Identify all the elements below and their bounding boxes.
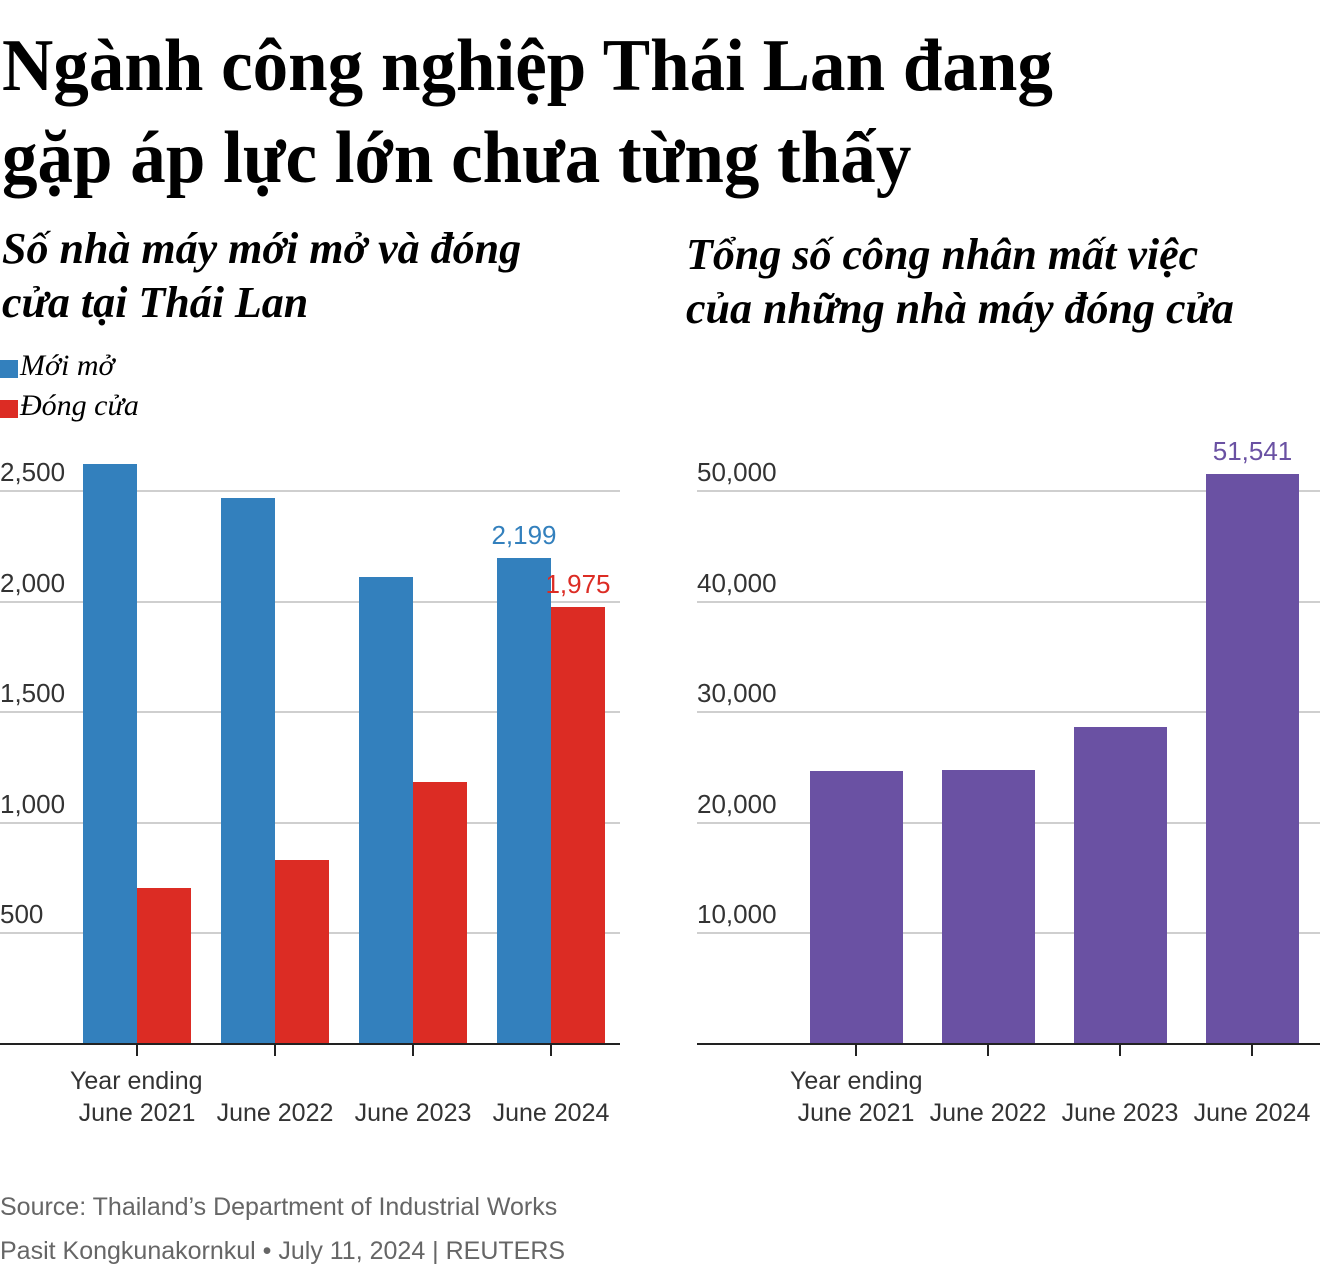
bar-new-june-2021: [83, 464, 137, 1044]
legend-swatch-new: [0, 360, 18, 378]
left-chart-title: Số nhà máy mới mở và đóng cửa tại Thái L…: [2, 222, 521, 330]
legend-swatch-closed: [0, 400, 18, 418]
right-chart-title-line-2: của những nhà máy đóng cửa: [686, 284, 1234, 333]
right-x-axis-note: Year ending: [790, 1067, 923, 1095]
bar-closed-june-2021: [137, 888, 191, 1044]
gridline: [0, 711, 620, 714]
bar-new-june-2024: [497, 557, 551, 1044]
page-title: Ngành công nghiệp Thái Lan đang gặp áp l…: [2, 20, 1250, 204]
y-tick-label: 1,000: [0, 788, 66, 819]
y-tick-label: 1,500: [0, 678, 66, 709]
x-tick-label: June 2022: [929, 1099, 1047, 1127]
credit-line: Pasit Kongkunakornkul • July 11, 2024 | …: [0, 1237, 566, 1265]
x-tick: [855, 1044, 857, 1056]
x-tick-label: June 2024: [492, 1099, 610, 1127]
x-tick: [136, 1044, 138, 1056]
x-tick: [550, 1044, 552, 1056]
bar-june-2023: [1074, 727, 1167, 1044]
bar-closed-june-2024: [551, 607, 605, 1044]
bar-closed-june-2023: [413, 782, 467, 1044]
legend-item-closed: Đóng cửa: [0, 386, 139, 426]
right-chart-title-line-1: Tổng số công nhân mất việc: [686, 230, 1199, 279]
legend-label-closed: Đóng cửa: [20, 389, 139, 422]
x-tick-label: June 2024: [1193, 1099, 1311, 1127]
x-tick-label: June 2021: [78, 1099, 196, 1127]
x-tick: [274, 1044, 276, 1056]
y-tick-label: 50,000: [697, 457, 777, 487]
title-line-1: Ngành công nghiệp Thái Lan đang: [2, 25, 1053, 107]
legend-item-new: Mới mở: [0, 346, 139, 386]
x-tick-label: June 2023: [354, 1099, 472, 1127]
value-label: 51,541: [1212, 435, 1293, 466]
bar-new-june-2022: [221, 498, 275, 1044]
left-chart-title-line-1: Số nhà máy mới mở và đóng: [2, 224, 522, 273]
source-note: Source: Thailand’s Department of Industr…: [0, 1193, 558, 1221]
gridline: [697, 711, 1320, 714]
bar-june-2024: [1206, 473, 1299, 1044]
left-chart-legend: Mới mở Đóng cửa: [0, 346, 139, 426]
left-chart-title-line-2: cửa tại Thái Lan: [2, 278, 309, 327]
value-label: 2,199: [491, 519, 557, 550]
right-chart-title: Tổng số công nhân mất việc của những nhà…: [686, 228, 1234, 336]
left-x-axis-note: Year ending: [70, 1067, 203, 1095]
y-tick-label: 20,000: [697, 788, 777, 819]
x-tick-label: June 2023: [1061, 1099, 1179, 1127]
x-axis-line: [0, 1043, 620, 1045]
x-tick-label: June 2022: [216, 1099, 334, 1127]
x-tick: [412, 1044, 414, 1056]
y-tick-label: 10,000: [697, 899, 777, 930]
gridline: [697, 600, 1320, 603]
x-tick: [1251, 1044, 1253, 1056]
gridline: [0, 600, 620, 603]
bar-june-2022: [942, 770, 1035, 1044]
x-tick: [987, 1044, 989, 1056]
gridline: [0, 821, 620, 824]
gridline: [697, 490, 1320, 492]
workers-bar-chart: Year ending 10,000 20,000 30,000 40,000 50,0…: [697, 435, 1320, 1127]
x-tick: [1119, 1044, 1121, 1056]
x-axis-line: [697, 1043, 1320, 1045]
y-tick-label: 2,000: [0, 567, 66, 598]
y-tick-label: 40,000: [697, 567, 777, 598]
bar-new-june-2023: [359, 577, 413, 1044]
y-tick-label: 2,500: [0, 457, 66, 487]
factories-bar-chart: Year ending 500 1,000 1,500 2,000 2,500 June …: [0, 0, 660, 1160]
y-tick-label: 500: [0, 899, 44, 930]
value-label: 1,975: [545, 569, 611, 600]
gridline: [0, 490, 620, 492]
title-line-2: gặp áp lực lớn chưa từng thấy: [2, 117, 912, 199]
bar-closed-june-2022: [275, 859, 329, 1044]
legend-label-new: Mới mở: [20, 349, 115, 382]
y-tick-label: 30,000: [697, 678, 777, 709]
x-tick-label: June 2021: [797, 1099, 915, 1127]
bar-june-2021: [810, 771, 903, 1044]
